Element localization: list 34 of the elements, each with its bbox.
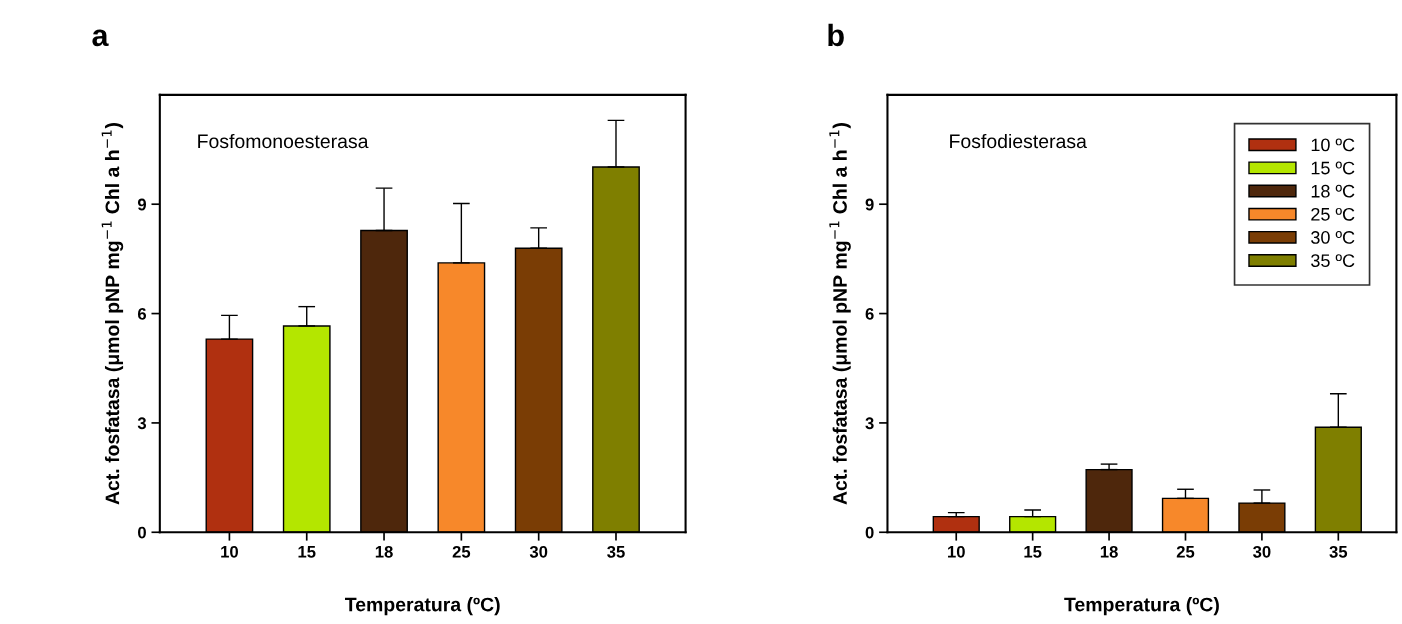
x-tick-label: 15 xyxy=(298,546,316,558)
y-tick-label: 3 xyxy=(865,417,874,430)
y-axis-title: Act. fosfatasa (μmol pNP mg$^{−1}$ Chl a h$^{−1}$) xyxy=(101,123,124,505)
x-tick-label: 35 xyxy=(1329,545,1348,558)
legend-label: 35 ºC xyxy=(1311,254,1355,268)
x-tick-label: 15 xyxy=(1024,546,1042,558)
x-tick-label: 10 xyxy=(221,545,238,558)
annotation: Fosfomonoesterasa xyxy=(198,133,369,149)
legend-label: 30 ºC xyxy=(1311,231,1355,244)
x-axis-title: Temperatura (ºC) xyxy=(345,597,500,616)
x-tick-label: 18 xyxy=(375,545,393,558)
y-tick-label: 9 xyxy=(137,198,147,211)
x-tick-label: 18 xyxy=(1100,545,1118,558)
y-tick-label: 3 xyxy=(137,417,147,430)
y-tick-label: 0 xyxy=(138,526,146,539)
y-tick-label: 6 xyxy=(865,307,874,320)
legend-label: 18 ºC xyxy=(1311,184,1355,198)
y-tick-label: 6 xyxy=(137,307,147,320)
chart-title: b xyxy=(828,23,844,47)
legend-label: 10 ºC xyxy=(1311,138,1355,152)
x-tick-label: 35 xyxy=(607,545,625,558)
annotation: Fosfodiesterasa xyxy=(950,133,1087,149)
y-axis-title: Act. fosfatasa (μmol pNP mg$^{−1}$ Chl a h$^{−1}$) xyxy=(829,123,851,505)
x-tick-label: 25 xyxy=(1176,545,1195,558)
x-tick-label: 10 xyxy=(948,545,965,558)
legend-label: 15 ºC xyxy=(1311,161,1355,175)
y-tick-label: 0 xyxy=(865,526,874,539)
x-axis-title: Temperatura (ºC) xyxy=(1064,597,1219,616)
y-tick-label: 9 xyxy=(865,198,874,211)
x-tick-label: 30 xyxy=(529,545,548,558)
x-tick-label: 25 xyxy=(452,545,471,558)
x-tick-label: 30 xyxy=(1253,545,1271,558)
chart-title: a xyxy=(92,29,109,47)
legend-label: 25 ºC xyxy=(1311,207,1355,221)
